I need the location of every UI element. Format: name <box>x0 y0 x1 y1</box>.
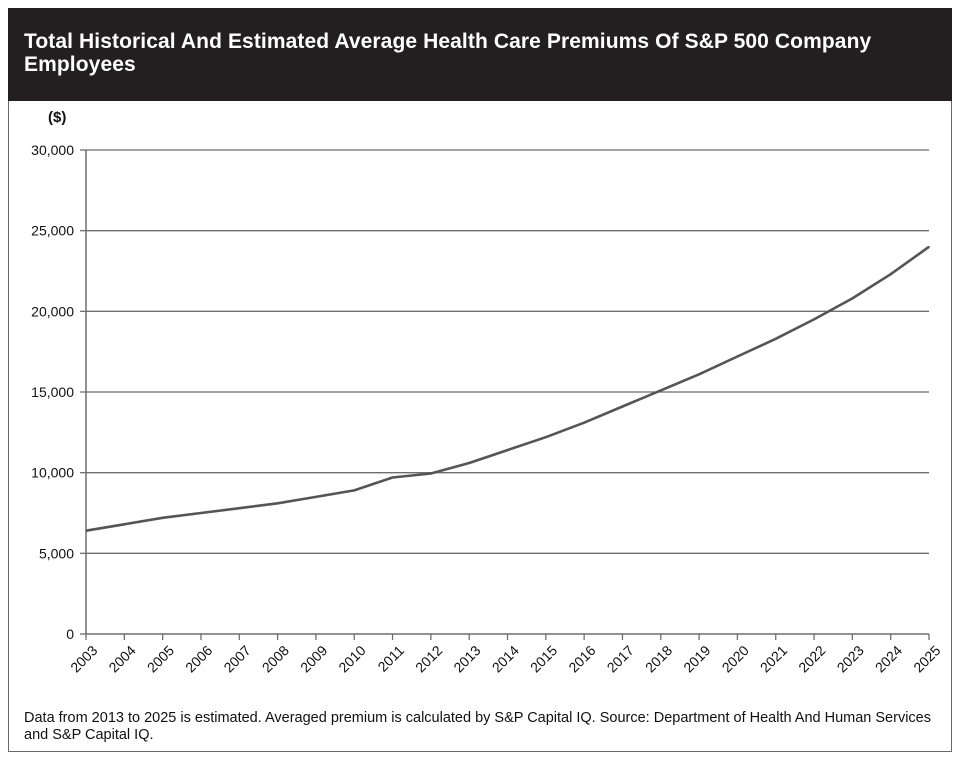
gridlines <box>86 149 929 554</box>
x-tick-label: 2022 <box>795 642 828 675</box>
y-tick-label: 0 <box>66 626 74 642</box>
series-layer <box>85 245 930 532</box>
x-tick-label: 2019 <box>680 642 713 675</box>
data-point <box>660 389 662 392</box>
y-tick-label: 15,000 <box>31 384 74 400</box>
data-point <box>506 449 509 451</box>
footnote: Data from 2013 to 2025 is estimated. Ave… <box>24 710 931 743</box>
y-tick-label: 30,000 <box>31 142 74 158</box>
axes <box>80 149 930 640</box>
x-tick-label: 2005 <box>144 642 177 675</box>
data-point <box>85 529 87 532</box>
x-tick-label: 2004 <box>105 642 138 675</box>
x-tick-label: 2017 <box>604 642 637 675</box>
data-point <box>430 472 432 475</box>
data-point <box>736 355 739 358</box>
y-tick-label: 10,000 <box>31 465 74 481</box>
x-tick-label: 2023 <box>833 642 866 675</box>
data-point <box>621 405 624 408</box>
y-tick-label: 20,000 <box>31 303 74 319</box>
data-point <box>161 517 164 519</box>
data-point <box>123 523 126 526</box>
x-tick-label: 2020 <box>719 642 752 675</box>
data-point <box>238 507 241 510</box>
chart-frame <box>8 8 952 752</box>
data-point <box>200 512 202 514</box>
x-tick-label: 2014 <box>489 642 522 675</box>
x-tick-label: 2013 <box>450 642 483 675</box>
x-tick-label: 2012 <box>412 642 445 675</box>
y-tick-label: 25,000 <box>31 223 74 239</box>
data-point <box>276 502 279 505</box>
chart-title: Total Historical And Estimated Average H… <box>24 30 872 76</box>
data-point <box>889 273 892 276</box>
data-point <box>698 373 700 376</box>
x-tick-label: 2003 <box>67 642 100 675</box>
x-tick-label: 2009 <box>297 642 330 675</box>
data-point <box>468 462 471 464</box>
x-tick-label: 2008 <box>259 642 292 675</box>
data-point <box>315 496 317 498</box>
data-point <box>353 489 356 492</box>
data-point <box>545 436 547 439</box>
data-point <box>813 318 815 321</box>
x-tick-label: 2011 <box>374 642 407 675</box>
x-tick-label: 2024 <box>872 642 905 675</box>
x-tick-label: 2006 <box>182 642 215 675</box>
data-point <box>583 421 585 424</box>
y-axis-label: ($) <box>48 109 66 126</box>
data-point <box>391 476 394 479</box>
x-tick-label: 2018 <box>642 642 675 675</box>
y-tick-label: 5,000 <box>39 545 74 561</box>
x-tick-labels: 2003 2004 2005 2006 2007 2008 2009 2010 2011 2012… <box>67 642 943 675</box>
x-tick-label: 2010 <box>335 642 368 675</box>
y-tick-labels: 0 5,000 10,000 15,000 20,000 25,000 30,000 <box>31 142 74 642</box>
data-point <box>928 246 930 248</box>
x-tick-label: 2016 <box>565 642 598 675</box>
data-point <box>774 338 777 340</box>
data-point <box>851 297 854 300</box>
x-tick-label: 2015 <box>527 642 560 675</box>
x-tick-label: 2007 <box>220 642 253 675</box>
x-tick-label: 2021 <box>757 642 790 675</box>
title-bar: Total Historical And Estimated Average H… <box>8 8 952 101</box>
x-tick-label: 2025 <box>910 642 943 675</box>
premium-series-line <box>85 245 930 532</box>
